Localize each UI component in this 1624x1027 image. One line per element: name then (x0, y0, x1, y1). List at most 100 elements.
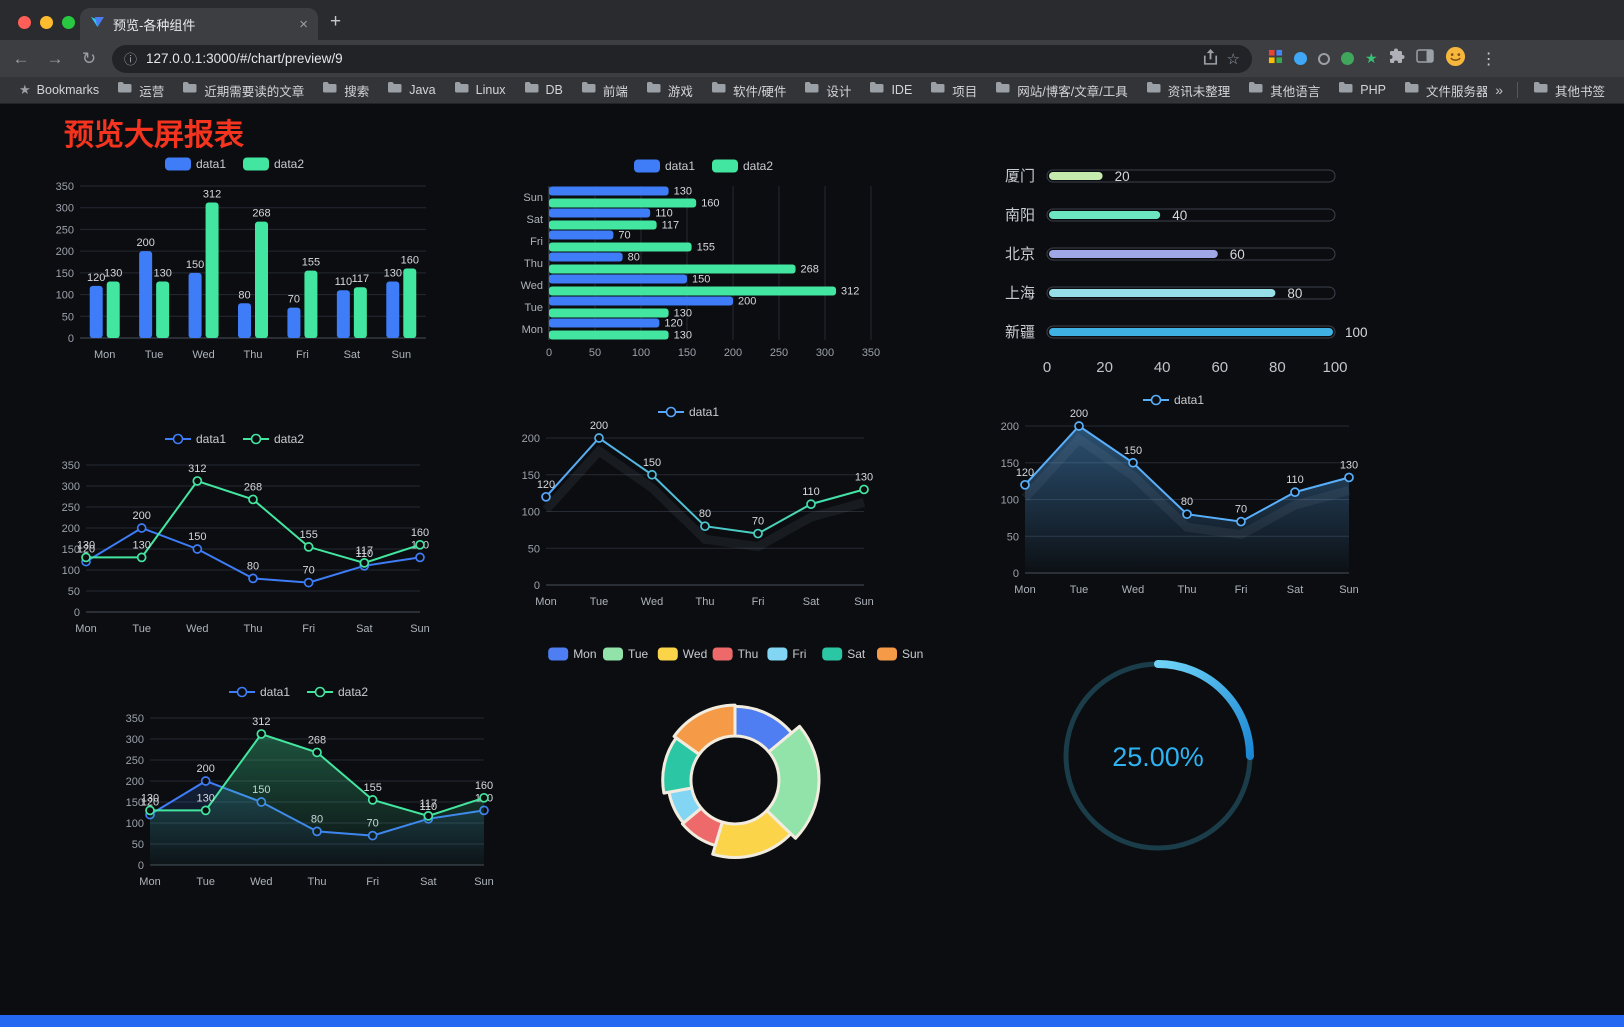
svg-text:data1: data1 (196, 432, 226, 446)
extensions-puzzle-icon[interactable] (1389, 48, 1405, 69)
horizontal-bar-chart[interactable]: data1 data2 0 50 100 150 200 250 300 350 Mon 120 130… (505, 150, 905, 375)
sidebar-icon[interactable] (1415, 48, 1434, 69)
bookmarks-root-item[interactable]: ★ Bookmarks (10, 77, 108, 103)
zoom-window-button[interactable] (62, 16, 75, 29)
folder-icon (804, 81, 820, 99)
bookmark-folder-item[interactable]: 网站/博客/文章/工具 (986, 81, 1136, 100)
bookmark-folder-item[interactable]: Linux (445, 81, 515, 99)
reload-button[interactable]: ↻ (81, 48, 97, 68)
svg-text:120: 120 (1016, 467, 1034, 479)
svg-text:120: 120 (537, 479, 555, 491)
window-controls (18, 16, 75, 29)
bookmark-folder-item[interactable]: 软件/硬件 (702, 81, 795, 100)
svg-text:100: 100 (1001, 495, 1019, 507)
other-bookmarks-item[interactable]: 其他书签 (1524, 77, 1614, 103)
svg-text:150: 150 (692, 274, 710, 286)
svg-text:Thu: Thu (1178, 584, 1197, 596)
svg-text:Thu: Thu (524, 258, 543, 270)
svg-text:data1: data1 (665, 159, 695, 173)
bookmark-folder-item[interactable]: 设计 (795, 81, 860, 100)
svg-text:80: 80 (247, 560, 259, 572)
bookmark-folder-item[interactable]: 文件服务器 (1395, 81, 1487, 100)
site-info-icon[interactable]: ⓘ (124, 52, 138, 67)
back-button[interactable]: ← (12, 48, 30, 68)
svg-text:150: 150 (186, 259, 204, 271)
extension-drop-icon[interactable] (1294, 52, 1307, 65)
svg-text:Fri: Fri (530, 236, 543, 248)
svg-text:50: 50 (1007, 531, 1019, 543)
bookmark-folder-item[interactable]: Java (378, 81, 444, 99)
bookmark-folder-item[interactable]: IDE (860, 81, 921, 99)
svg-text:70: 70 (1235, 504, 1247, 516)
svg-text:120: 120 (87, 272, 105, 284)
svg-text:117: 117 (662, 220, 680, 232)
svg-text:Sat: Sat (526, 214, 543, 226)
bookmark-folder-item[interactable]: PHP (1329, 81, 1395, 99)
svg-text:70: 70 (752, 516, 764, 528)
svg-text:Sun: Sun (854, 596, 874, 608)
rose-pie-chart[interactable]: Mon Tue Wed Thu Fri Sat Sun (545, 640, 925, 893)
svg-text:50: 50 (62, 311, 74, 323)
tab-close-icon[interactable]: × (299, 15, 308, 33)
svg-text:data1: data1 (260, 685, 290, 699)
new-tab-button[interactable]: + (330, 11, 342, 32)
gradient-line-chart[interactable]: data1 0 50 100 150 200 Mon Tue Wed Thu Fri Sat Sun 12… (500, 398, 880, 618)
svg-text:data2: data2 (274, 157, 304, 171)
svg-text:Thu: Thu (738, 647, 759, 661)
svg-text:Wed: Wed (186, 623, 208, 635)
extension-ring-icon[interactable] (1318, 52, 1330, 65)
extension-star-icon[interactable]: ★ (1365, 50, 1378, 66)
svg-text:Mon: Mon (522, 324, 543, 336)
url-text[interactable]: 127.0.0.1:3000/#/chart/preview/9 (146, 51, 343, 66)
svg-text:70: 70 (618, 230, 630, 242)
bookmark-folder-item[interactable]: 搜索 (313, 81, 378, 100)
svg-text:Thu: Thu (696, 596, 715, 608)
browser-tab[interactable]: 预览-各种组件 × (80, 8, 318, 40)
two-series-line-chart[interactable]: data1 data2 0 50 100 150 200 250 300 350 Mon Tue Wed… (36, 425, 436, 645)
svg-text:Tue: Tue (145, 349, 164, 361)
bookmark-folder-item[interactable]: 其他语言 (1239, 81, 1329, 100)
extension-grid-icon[interactable] (1268, 49, 1283, 69)
minimize-window-button[interactable] (40, 16, 53, 29)
folder-icon (581, 81, 597, 99)
bookmark-folder-item[interactable]: 游戏 (637, 81, 702, 100)
svg-text:Thu: Thu (308, 876, 327, 888)
forward-button[interactable]: → (46, 48, 64, 68)
bookmark-folder-item[interactable]: 资讯未整理 (1137, 81, 1240, 100)
svg-text:40: 40 (1154, 359, 1171, 376)
bookmarks-overflow-chevron[interactable]: » (1495, 82, 1503, 98)
bookmarks-separator (1516, 82, 1518, 98)
svg-text:Fri: Fri (296, 349, 309, 361)
bookmark-folder-item[interactable]: 项目 (921, 81, 986, 100)
grouped-bar-chart[interactable]: data1 data2 0 50 100 150 200 250 300 350 Mon 120 130… (36, 148, 436, 373)
two-series-area-chart[interactable]: data1 data2 0 50 100 150 200 250 300 350 Mon Tue Wed… (100, 678, 500, 898)
svg-text:312: 312 (252, 716, 270, 728)
close-window-button[interactable] (18, 16, 31, 29)
bookmark-folder-item[interactable]: 近期需要读的文章 (173, 81, 313, 100)
folder-icon (1146, 81, 1162, 99)
svg-text:200: 200 (1070, 408, 1088, 420)
svg-text:300: 300 (56, 203, 74, 215)
area-line-chart[interactable]: data1 0 50 100 150 200 Mon Tue Wed Thu Fri Sat Sun 12… (985, 386, 1365, 606)
profile-avatar[interactable] (1445, 46, 1466, 72)
svg-text:Tue: Tue (628, 647, 649, 661)
folder-icon (869, 81, 885, 99)
menu-icon[interactable]: ⋮ (1480, 50, 1497, 68)
gauge-chart[interactable]: 25.00% (1052, 648, 1264, 865)
share-icon[interactable] (1203, 48, 1218, 70)
svg-text:110: 110 (420, 801, 438, 813)
address-bar[interactable]: ⓘ 127.0.0.1:3000/#/chart/preview/9 ☆ (112, 44, 1252, 73)
browser-toolbar: ← → ↻ ⓘ 127.0.0.1:3000/#/chart/preview/9… (0, 40, 1624, 77)
svg-text:80: 80 (1287, 286, 1302, 301)
svg-text:Tue: Tue (1070, 584, 1089, 596)
extension-green-circle-icon[interactable] (1341, 52, 1354, 65)
bookmark-star-icon[interactable]: ☆ (1226, 50, 1240, 68)
bookmark-folder-item[interactable]: 运营 (108, 81, 173, 100)
svg-text:300: 300 (62, 481, 80, 493)
city-progress-chart[interactable]: 厦门 20 南阳 40 北京 60 上海 80 新疆 100 0 20 40 60 80 100 (985, 152, 1375, 397)
bookmark-folder-item[interactable]: DB (515, 81, 572, 99)
svg-text:Wed: Wed (250, 876, 272, 888)
bookmark-folder-item[interactable]: 前端 (572, 81, 637, 100)
svg-text:60: 60 (1230, 247, 1245, 262)
svg-text:Fri: Fri (366, 876, 379, 888)
